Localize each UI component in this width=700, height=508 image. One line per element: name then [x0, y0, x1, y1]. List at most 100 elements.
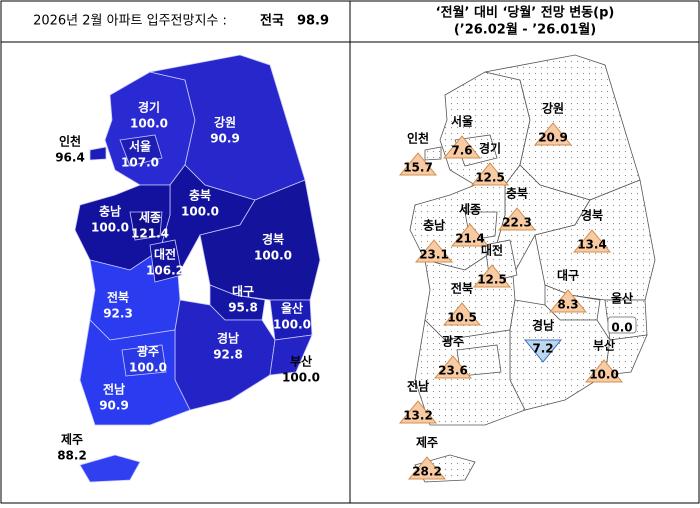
region-shape — [74, 184, 171, 271]
change-value: 13.4 — [577, 238, 607, 252]
change-value: 15.7 — [403, 161, 433, 175]
region-name: 강원 — [214, 116, 236, 130]
region-index: 96.4 — [55, 151, 85, 165]
region-name: 경남 — [217, 331, 239, 346]
region-index: 100.0 — [181, 205, 219, 219]
region-name: 제주 — [61, 433, 83, 447]
change-value: 12.5 — [477, 273, 507, 287]
region-index: 107.0 — [121, 156, 159, 170]
change-value: 13.2 — [403, 409, 433, 423]
region-shape — [121, 344, 167, 377]
region-shape — [79, 454, 141, 483]
change-up — [433, 355, 473, 379]
right-title: ‘전월’ 대비 ‘당월’ 전망 변동(p) — [436, 5, 615, 21]
region-index: 100.0 — [91, 221, 129, 235]
change-value: 28.2 — [412, 465, 442, 479]
region-dots — [495, 165, 590, 275]
change-up — [398, 152, 438, 176]
change-up — [584, 359, 624, 383]
region-name: 서울 — [451, 114, 473, 129]
national-name: 전국 — [260, 13, 284, 29]
region-name: 전남 — [407, 379, 429, 394]
change-up — [450, 223, 490, 247]
region-name: 전북 — [107, 290, 129, 305]
region-name: 인천 — [59, 134, 81, 149]
change-value: 0.0 — [611, 321, 632, 335]
region-name: 부산 — [593, 338, 615, 353]
region-name: 경북 — [581, 209, 603, 223]
region-name: 서울 — [129, 139, 151, 154]
region-name: 광주 — [137, 344, 159, 359]
region-name: 경기 — [479, 141, 501, 156]
national-value: 98.9 — [297, 14, 329, 29]
change-down — [523, 339, 563, 363]
region-name: 세종 — [139, 210, 161, 225]
right-subtitle: (’26.02월 - ’26.01월) — [454, 22, 596, 38]
change-up — [548, 289, 588, 313]
region-name: 울산 — [281, 301, 303, 316]
change-value: 23.1 — [419, 248, 449, 262]
region-name: 대구 — [557, 269, 579, 283]
region-name: 세종 — [459, 202, 481, 217]
region-shape — [149, 239, 183, 283]
change-up — [470, 162, 510, 186]
change-up — [442, 135, 482, 159]
region-name: 충북 — [189, 188, 211, 203]
region-name: 경남 — [532, 318, 554, 333]
region-index: 90.9 — [99, 399, 129, 413]
change-value: 10.5 — [447, 311, 477, 325]
change-value: 10.0 — [589, 368, 619, 382]
region-name: 제주 — [416, 436, 438, 450]
region-index: 106.2 — [146, 264, 184, 278]
region-index: 100.0 — [282, 371, 320, 385]
region-name: 충남 — [423, 218, 445, 233]
change-up — [572, 229, 612, 253]
region-dots — [605, 335, 647, 375]
region-dots — [457, 345, 501, 376]
region-index: 92.3 — [103, 307, 133, 321]
change-value: 7.2 — [532, 342, 553, 356]
region-name: 경북 — [262, 233, 284, 247]
region-shape — [199, 179, 321, 301]
region-name: 인천 — [407, 131, 429, 146]
region-name: 대전 — [481, 243, 503, 258]
region-name: 전북 — [451, 281, 473, 296]
region-name: 대구 — [232, 285, 254, 299]
region-name: 부산 — [290, 354, 312, 369]
region-index: 90.9 — [210, 132, 240, 146]
change-flat — [607, 316, 637, 334]
change-up — [398, 400, 438, 424]
change-up — [407, 456, 447, 480]
region-index: 121.4 — [131, 227, 169, 241]
change-value: 23.6 — [438, 364, 468, 378]
change-value: 22.3 — [502, 216, 532, 230]
region-index: 100.0 — [129, 361, 167, 375]
region-name: 울산 — [611, 291, 633, 306]
region-name: 충남 — [99, 204, 121, 219]
region-index: 100.0 — [273, 318, 311, 332]
region-name: 대전 — [154, 247, 176, 262]
change-up — [472, 264, 512, 288]
region-name: 충북 — [506, 186, 528, 201]
region-name: 전남 — [103, 382, 125, 397]
change-value: 12.5 — [475, 171, 505, 185]
region-dots — [440, 72, 530, 185]
change-value: 20.9 — [538, 131, 568, 145]
region-index: 100.0 — [254, 249, 292, 263]
region-shape — [89, 146, 107, 161]
region-index: 88.2 — [57, 449, 87, 463]
change-up — [414, 239, 454, 263]
region-shape — [119, 134, 163, 167]
change-value: 8.3 — [557, 298, 578, 312]
change-value: 21.4 — [455, 232, 485, 246]
region-shape — [269, 334, 313, 376]
region-name: 경기 — [138, 100, 160, 115]
left-title: 2026년 2월 아파트 입주전망지수 : — [33, 14, 227, 29]
change-up — [533, 122, 573, 146]
region-index: 92.8 — [213, 348, 243, 362]
change-up — [442, 302, 482, 326]
region-index: 100.0 — [130, 117, 168, 131]
change-up — [497, 207, 537, 231]
region-index: 95.8 — [228, 301, 258, 315]
